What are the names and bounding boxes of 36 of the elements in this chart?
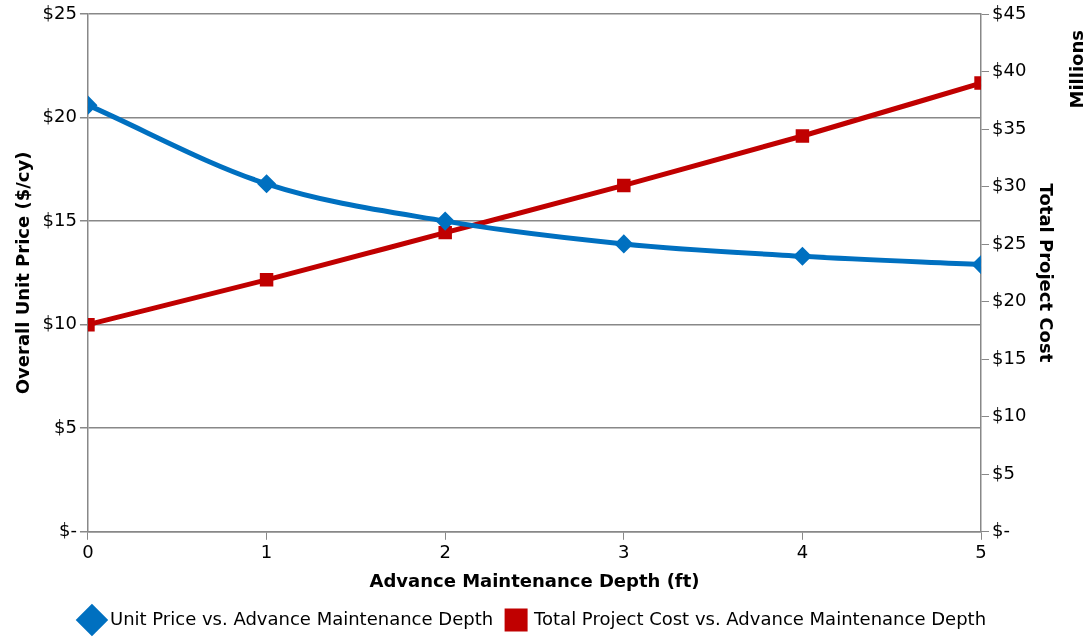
y-axis-title: Overall Unit Price ($/cy)	[12, 151, 34, 395]
y-tick-label: $5	[54, 415, 77, 437]
y2-tick-label: $15	[992, 346, 1027, 368]
y2-tick-label: $20	[992, 289, 1027, 311]
y-tick-label: $10	[42, 312, 77, 334]
y2-axis-title: Total Project Cost	[1035, 183, 1057, 363]
y-tick-label: $-	[59, 519, 77, 541]
y2-tick-label: $40	[992, 59, 1027, 81]
y2-tick-label: $25	[992, 231, 1027, 253]
point	[436, 212, 454, 230]
x-tick-label: 0	[82, 541, 94, 563]
y-tick-label: $20	[42, 105, 77, 127]
text: Millions	[1066, 30, 1087, 109]
point	[617, 178, 631, 193]
point	[438, 225, 452, 240]
point	[615, 235, 633, 253]
y2-tick-label: $45	[992, 1, 1027, 23]
point	[258, 175, 276, 193]
x-tick-label: 3	[618, 541, 630, 563]
y2-tick-label: $10	[992, 404, 1027, 426]
y2-tick-label: $35	[992, 116, 1027, 138]
point	[259, 273, 274, 287]
x-tick-label: 5	[975, 541, 987, 563]
y-tick-label: $15	[42, 208, 77, 230]
y2-tick-label: $5	[992, 461, 1015, 483]
y2-tick-label: $-	[992, 519, 1010, 541]
y-tick-label: $25	[42, 1, 77, 23]
x-axis-title: Advance Maintenance Depth (ft)	[369, 569, 700, 591]
point	[795, 129, 810, 143]
legend-label: Total Project Cost vs. Advance Maintenance Depth	[533, 607, 987, 629]
x-tick-label: 4	[796, 541, 809, 563]
legend-label: Unit Price vs. Advance Maintenance Depth	[109, 607, 494, 629]
point	[793, 247, 811, 265]
x-tick-label: 2	[439, 541, 451, 563]
x-tick-label: 1	[260, 541, 273, 563]
y2-tick-label: $30	[992, 174, 1027, 196]
